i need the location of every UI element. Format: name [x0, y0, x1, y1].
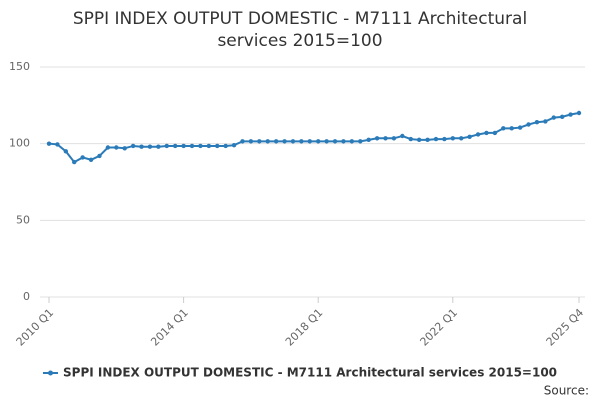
data-point: [492, 130, 498, 136]
data-point: [215, 143, 220, 149]
data-point: [442, 136, 447, 142]
data-point: [534, 120, 540, 125]
data-point: [257, 139, 262, 144]
data-point: [425, 137, 430, 143]
data-point: [223, 143, 228, 149]
x-tick-label: 2014 Q1: [148, 306, 191, 349]
data-point: [147, 144, 153, 149]
data-point: [172, 143, 178, 149]
data-point: [332, 139, 338, 144]
data-point: [509, 126, 514, 131]
data-point: [450, 136, 456, 141]
data-point: [517, 125, 523, 130]
data-point: [46, 141, 52, 146]
data-point: [383, 136, 388, 141]
data-point: [72, 159, 77, 165]
data-point: [475, 132, 481, 137]
data-point: [551, 115, 556, 120]
data-point: [459, 136, 464, 141]
data-point: [265, 139, 270, 144]
data-point: [114, 145, 119, 150]
data-point: [576, 110, 582, 116]
data-point: [341, 139, 346, 144]
x-tick-label: 2018 Q1: [283, 306, 326, 349]
data-point: [122, 146, 127, 151]
data-point: [248, 139, 254, 144]
legend-label: SPPI INDEX OUTPUT DOMESTIC - M7111 Archi…: [63, 366, 557, 380]
legend-marker: [48, 370, 53, 376]
x-tick-label: 2010 Q1: [14, 306, 57, 349]
data-point: [400, 133, 405, 139]
data-point: [568, 112, 573, 117]
data-point: [526, 122, 531, 127]
data-point: [484, 130, 489, 136]
data-point: [80, 155, 85, 160]
data-point: [88, 157, 94, 162]
y-tick-label: 50: [16, 213, 30, 226]
y-tick-label: 100: [9, 137, 30, 150]
source: Source:: [544, 384, 589, 398]
data-point: [206, 143, 212, 149]
x-tick-label: 2022 Q1: [418, 306, 461, 349]
data-point: [374, 136, 380, 141]
data-point: [416, 137, 422, 143]
data-point: [198, 143, 203, 149]
data-point: [433, 136, 439, 142]
data-point: [282, 139, 287, 144]
series-line: [48, 112, 580, 164]
chart-title: SPPI INDEX OUTPUT DOMESTIC - M7111 Archi…: [72, 9, 528, 51]
data-point: [231, 143, 237, 148]
data-point: [290, 139, 296, 144]
data-point: [97, 153, 102, 159]
data-point: [501, 126, 506, 131]
data-point: [189, 143, 195, 149]
data-point: [164, 143, 169, 149]
data-point: [307, 139, 312, 144]
data-point: [130, 143, 136, 149]
data-point: [408, 136, 413, 142]
data-point: [559, 114, 565, 120]
y-tick-label: 150: [9, 60, 30, 73]
data-point: [55, 142, 60, 147]
data-point: [316, 139, 321, 144]
data-point: [324, 139, 329, 144]
data-point: [543, 119, 548, 124]
data-point: [181, 143, 186, 149]
data-point: [139, 144, 144, 149]
data-point: [391, 136, 397, 141]
data-point: [299, 139, 304, 144]
data-point: [358, 139, 363, 144]
data-point: [240, 139, 245, 144]
data-point: [467, 134, 472, 139]
data-point: [156, 144, 161, 149]
data-point: [105, 145, 111, 150]
data-point: [349, 139, 355, 144]
y-tick-label: 0: [23, 290, 30, 303]
data-point: [366, 137, 371, 143]
x-tick-label: 2025 Q4: [544, 306, 587, 349]
data-point: [273, 139, 279, 144]
data-point: [63, 149, 69, 154]
